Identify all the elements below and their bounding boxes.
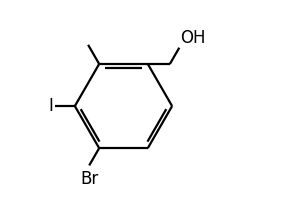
Text: I: I [48, 97, 53, 115]
Text: Br: Br [80, 170, 98, 188]
Text: OH: OH [180, 29, 206, 47]
